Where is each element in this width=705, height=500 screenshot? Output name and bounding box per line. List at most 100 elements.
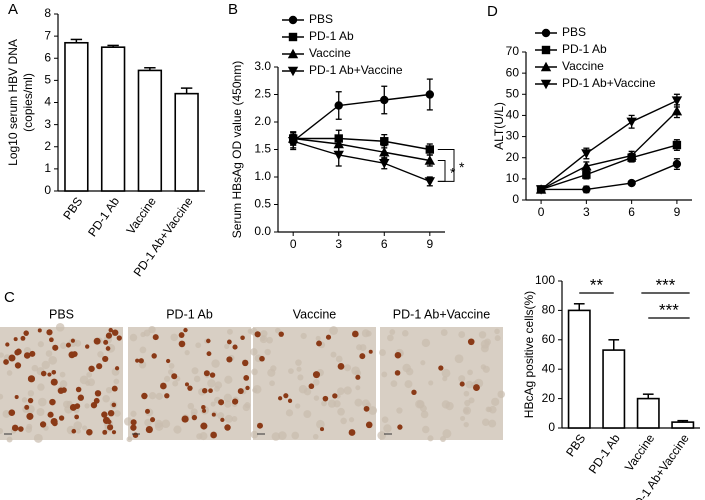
cell bbox=[0, 427, 4, 435]
cell bbox=[82, 425, 88, 431]
marker bbox=[287, 137, 299, 147]
cell bbox=[389, 329, 396, 335]
cell bbox=[458, 331, 466, 338]
cell bbox=[377, 431, 387, 440]
cell bbox=[250, 430, 259, 439]
stained-nucleus bbox=[74, 414, 80, 420]
cell bbox=[285, 409, 294, 417]
stained-nucleus bbox=[209, 372, 216, 378]
stained-nucleus bbox=[58, 415, 65, 421]
stained-nucleus bbox=[85, 344, 90, 349]
cell bbox=[211, 359, 220, 368]
cell bbox=[0, 393, 4, 400]
cell bbox=[428, 380, 434, 386]
cell bbox=[85, 380, 91, 386]
marker bbox=[424, 155, 436, 165]
cell bbox=[266, 336, 273, 344]
stained-nucleus bbox=[50, 378, 58, 386]
cell bbox=[340, 417, 347, 425]
legend-label: PBS bbox=[562, 25, 586, 39]
stained-nucleus bbox=[49, 337, 54, 343]
cell bbox=[155, 392, 163, 400]
cell bbox=[168, 363, 175, 369]
y-tick-label: 40 bbox=[542, 361, 556, 375]
x-tick-label: PD-1 Ab bbox=[85, 194, 122, 239]
cell bbox=[37, 341, 44, 348]
stained-nucleus bbox=[135, 358, 140, 363]
stained-nucleus bbox=[141, 392, 148, 400]
stained-nucleus bbox=[332, 393, 338, 399]
stained-nucleus bbox=[232, 398, 239, 405]
stained-nucleus bbox=[3, 359, 9, 365]
stained-nucleus bbox=[40, 370, 47, 377]
stained-nucleus bbox=[111, 430, 117, 435]
cell bbox=[440, 329, 448, 336]
stained-nucleus bbox=[202, 388, 208, 394]
cell bbox=[401, 329, 409, 337]
cell bbox=[187, 402, 195, 410]
stained-nucleus bbox=[237, 388, 244, 395]
series-line bbox=[540, 144, 678, 191]
stained-nucleus bbox=[240, 335, 245, 341]
stained-nucleus bbox=[75, 386, 82, 393]
micrograph-caption: Vaccine bbox=[293, 307, 337, 321]
cell bbox=[161, 419, 171, 429]
bar bbox=[567, 309, 591, 429]
cell bbox=[148, 325, 156, 334]
cell bbox=[0, 352, 4, 358]
x-tick-label: 3 bbox=[335, 237, 342, 251]
x-tick-label: 0 bbox=[290, 237, 297, 251]
cell bbox=[21, 397, 28, 403]
y-tick-label: 100 bbox=[535, 273, 555, 287]
y-tick-label: 60 bbox=[506, 65, 520, 79]
cell bbox=[440, 435, 447, 443]
cell bbox=[295, 359, 302, 366]
legend-label: Vaccine bbox=[562, 59, 604, 73]
stained-nucleus bbox=[145, 425, 153, 434]
legend-label: PD-1 Ab bbox=[562, 42, 607, 56]
cell bbox=[37, 397, 47, 407]
cell bbox=[465, 380, 474, 389]
marker bbox=[535, 185, 547, 195]
stained-nucleus bbox=[256, 422, 263, 429]
stained-nucleus bbox=[105, 346, 111, 351]
cell bbox=[45, 350, 53, 357]
stained-nucleus bbox=[23, 352, 31, 359]
marker bbox=[672, 140, 682, 150]
y-tick-label: 80 bbox=[542, 303, 556, 317]
stained-nucleus bbox=[319, 427, 325, 432]
cell bbox=[379, 349, 386, 356]
cell bbox=[73, 421, 83, 430]
stained-nucleus bbox=[277, 396, 283, 401]
cell bbox=[337, 407, 345, 416]
stained-nucleus bbox=[151, 353, 157, 359]
cell bbox=[210, 401, 216, 407]
y-tick-label: 10 bbox=[506, 171, 520, 185]
cell bbox=[381, 416, 389, 424]
cell bbox=[335, 355, 343, 363]
micrograph bbox=[377, 327, 505, 443]
stained-nucleus bbox=[14, 362, 22, 369]
cell bbox=[427, 435, 434, 442]
cell bbox=[351, 366, 360, 375]
stained-nucleus bbox=[94, 390, 102, 397]
stained-nucleus bbox=[51, 420, 58, 427]
cell bbox=[55, 323, 65, 332]
stained-nucleus bbox=[178, 332, 185, 338]
stained-nucleus bbox=[459, 381, 465, 387]
cell bbox=[167, 369, 174, 375]
series-line bbox=[293, 137, 430, 151]
stained-nucleus bbox=[111, 402, 117, 408]
cell bbox=[224, 414, 233, 423]
y-tick-label: 20 bbox=[542, 391, 556, 405]
stained-nucleus bbox=[178, 340, 186, 348]
stained-nucleus bbox=[359, 353, 366, 360]
y-tick-label: 30 bbox=[506, 129, 520, 143]
stained-nucleus bbox=[166, 358, 171, 364]
stained-nucleus bbox=[308, 383, 315, 390]
y-tick-label: 1.0 bbox=[254, 169, 271, 183]
cell bbox=[191, 367, 199, 375]
stained-nucleus bbox=[138, 358, 144, 364]
stained-nucleus bbox=[65, 342, 71, 348]
cell bbox=[113, 378, 120, 385]
